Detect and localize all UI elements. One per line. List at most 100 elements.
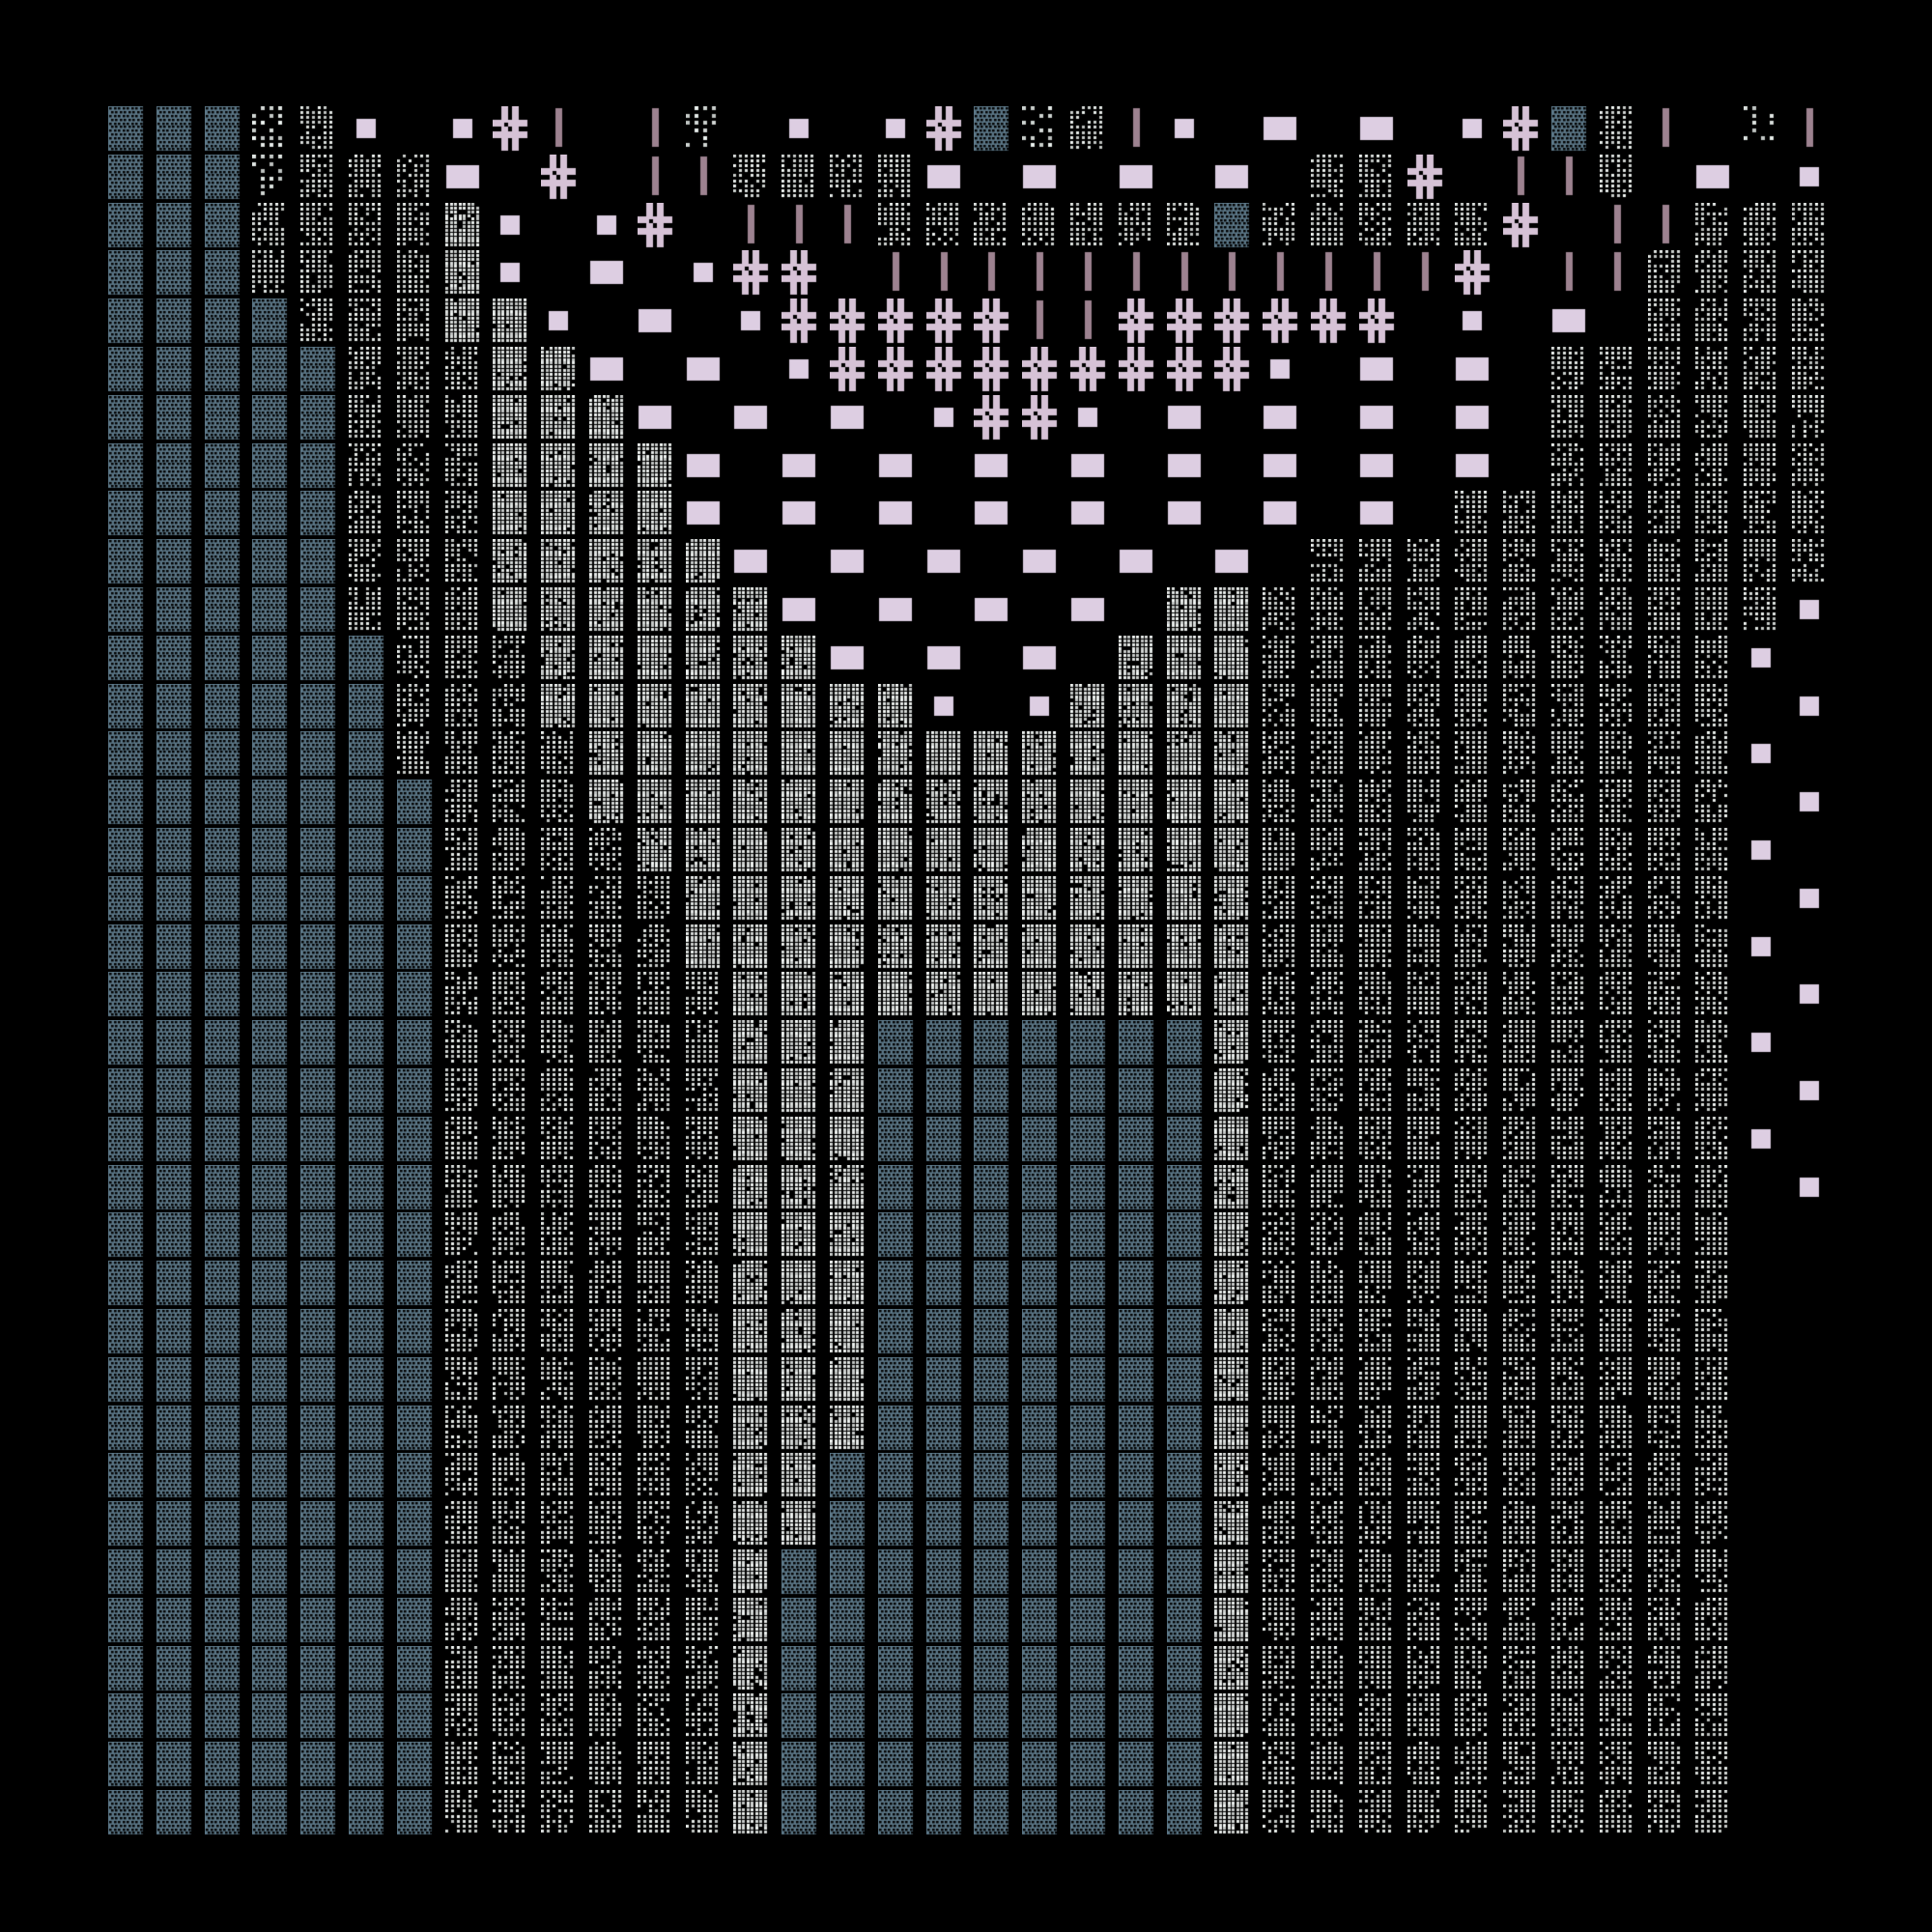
glyph-cell-dense-teal-dot-matrix: [300, 1597, 346, 1652]
glyph-cell-medium-white-dot-matrix: [541, 1742, 586, 1797]
glyph-cell-medium-white-dot-matrix: [637, 1309, 682, 1363]
glyph-cell-medium-white-dot-matrix: [541, 923, 586, 979]
glyph-cell-medium-white-dot-matrix: [685, 1790, 730, 1844]
glyph-cell-medium-white-dot-matrix: [1455, 202, 1500, 257]
glyph-cell-medium-white-dot-matrix: [1263, 1116, 1308, 1171]
glyph-cell-medium-white-dot-matrix: [1503, 1501, 1548, 1556]
glyph-cell-mauve-vertical-line: [637, 154, 682, 209]
glyph-cell-medium-white-dot-matrix: [1551, 1549, 1596, 1604]
glyph-cell-dense-white-dot-matrix: [925, 875, 971, 930]
glyph-cell-medium-white-dot-matrix: [396, 539, 441, 594]
glyph-cell-medium-white-dot-matrix: [1792, 250, 1836, 305]
glyph-cell-medium-white-dot-matrix: [300, 202, 346, 257]
glyph-cell-dense-teal-dot-matrix: [830, 1453, 874, 1508]
glyph-cell-dense-white-dot-matrix: [685, 587, 730, 641]
glyph-cell-medium-white-dot-matrix: [1551, 1261, 1596, 1316]
glyph-cell-medium-white-dot-matrix: [589, 1261, 634, 1316]
glyph-cell-medium-white-dot-matrix: [1503, 587, 1548, 641]
glyph-cell-dense-white-dot-matrix: [733, 1020, 779, 1075]
glyph-cell-dense-white-dot-matrix: [974, 875, 1019, 930]
glyph-cell-pink-cross-mark: [1214, 298, 1260, 354]
glyph-cell-medium-white-dot-matrix: [1551, 1597, 1596, 1652]
glyph-cell-pink-cross-mark: [1311, 298, 1355, 354]
glyph-cell-dense-white-dot-matrix: [733, 923, 779, 979]
glyph-cell-pink-cross-mark: [1455, 250, 1500, 305]
glyph-cell-dense-teal-dot-matrix: [252, 875, 298, 930]
glyph-cell-dense-white-dot-matrix: [1118, 875, 1163, 930]
glyph-cell-medium-white-dot-matrix: [444, 1068, 490, 1122]
glyph-cell-dense-teal-dot-matrix: [925, 1501, 971, 1556]
glyph-cell-large-pink-square: [1455, 394, 1500, 449]
glyph-cell-dense-white-dot-matrix: [589, 491, 634, 546]
glyph-cell-dense-teal-dot-matrix: [1022, 1597, 1067, 1652]
glyph-cell-medium-white-dot-matrix: [444, 780, 490, 835]
glyph-cell-medium-white-dot-matrix: [541, 1790, 586, 1844]
glyph-cell-medium-white-dot-matrix: [1695, 1068, 1741, 1122]
glyph-cell-dense-teal-dot-matrix: [156, 1501, 201, 1556]
glyph-cell-dense-teal-dot-matrix: [877, 1164, 923, 1219]
glyph-cell-medium-white-dot-matrix: [1311, 1212, 1355, 1267]
glyph-cell-medium-white-dot-matrix: [685, 1261, 730, 1316]
glyph-cell-small-pink-square: [1022, 683, 1067, 738]
glyph-cell-dense-teal-dot-matrix: [830, 1693, 874, 1748]
glyph-cell-small-pink-square: [349, 106, 393, 160]
glyph-cell-medium-white-dot-matrix: [1263, 1597, 1308, 1652]
glyph-cell-medium-white-dot-matrix: [1455, 1116, 1500, 1171]
glyph-cell-dense-white-dot-matrix: [1214, 1164, 1260, 1219]
glyph-cell-medium-white-dot-matrix: [444, 972, 490, 1027]
glyph-cell-dense-white-dot-matrix: [830, 1116, 874, 1171]
glyph-cell-dense-white-dot-matrix: [1118, 972, 1163, 1027]
glyph-cell-medium-white-dot-matrix: [1311, 1356, 1355, 1411]
glyph-cell-medium-white-dot-matrix: [1503, 1453, 1548, 1508]
glyph-cell-dense-teal-dot-matrix: [156, 1212, 201, 1267]
glyph-cell-dense-white-dot-matrix: [781, 1020, 827, 1075]
glyph-cell-dense-white-dot-matrix: [733, 1068, 779, 1122]
glyph-cell-dense-teal-dot-matrix: [974, 1597, 1019, 1652]
glyph-cell-medium-white-dot-matrix: [1503, 828, 1548, 882]
glyph-cell-dense-white-dot-matrix: [925, 731, 971, 786]
glyph-cell-mauve-vertical-line: [1792, 106, 1836, 160]
glyph-cell-dense-teal-dot-matrix: [396, 1405, 441, 1460]
glyph-cell-dense-teal-dot-matrix: [1022, 1068, 1067, 1122]
glyph-cell-medium-white-dot-matrix: [1551, 683, 1596, 738]
glyph-cell-dense-white-dot-matrix: [1214, 875, 1260, 930]
glyph-cell-medium-white-dot-matrix: [541, 1693, 586, 1748]
glyph-cell-dense-teal-dot-matrix: [1214, 202, 1260, 257]
glyph-cell-medium-white-dot-matrix: [1695, 1790, 1741, 1844]
glyph-cell-mauve-vertical-line: [1599, 250, 1644, 305]
glyph-cell-small-pink-square: [877, 106, 923, 160]
glyph-cell-dense-teal-dot-matrix: [349, 1261, 393, 1316]
glyph-cell-dense-white-dot-matrix: [830, 972, 874, 1027]
glyph-cell-medium-white-dot-matrix: [444, 1309, 490, 1363]
glyph-cell-medium-white-dot-matrix: [1406, 1790, 1452, 1844]
glyph-cell-medium-white-dot-matrix: [1695, 347, 1741, 401]
glyph-cell-medium-white-dot-matrix: [396, 491, 441, 546]
glyph-cell-dense-white-dot-matrix: [830, 1356, 874, 1411]
glyph-cell-medium-white-dot-matrix: [541, 731, 586, 786]
glyph-cell-medium-white-dot-matrix: [541, 1261, 586, 1316]
glyph-cell-medium-white-dot-matrix: [1263, 1212, 1308, 1267]
glyph-cell-medium-white-dot-matrix: [300, 106, 346, 160]
glyph-cell-medium-white-dot-matrix: [541, 1405, 586, 1460]
glyph-cell-dense-teal-dot-matrix: [349, 923, 393, 979]
glyph-cell-dense-teal-dot-matrix: [1118, 1549, 1163, 1604]
glyph-cell-medium-white-dot-matrix: [1311, 635, 1355, 690]
glyph-cell-medium-white-dot-matrix: [1503, 1549, 1548, 1604]
glyph-cell-pink-cross-mark: [1503, 106, 1548, 160]
glyph-cell-small-pink-square: [1792, 875, 1836, 930]
glyph-cell-medium-white-dot-matrix: [1455, 780, 1500, 835]
glyph-cell-medium-white-dot-matrix: [637, 972, 682, 1027]
glyph-cell-dense-teal-dot-matrix: [1166, 1549, 1211, 1604]
glyph-cell-medium-white-dot-matrix: [1551, 972, 1596, 1027]
glyph-cell-medium-white-dot-matrix: [1695, 1501, 1741, 1556]
glyph-cell-medium-white-dot-matrix: [444, 587, 490, 641]
glyph-cell-medium-white-dot-matrix: [493, 1645, 538, 1700]
glyph-cell-dense-teal-dot-matrix: [252, 539, 298, 594]
glyph-cell-medium-white-dot-matrix: [1551, 347, 1596, 401]
glyph-cell-small-pink-square: [1263, 347, 1308, 401]
glyph-cell-dense-teal-dot-matrix: [396, 1309, 441, 1363]
glyph-cell-dense-white-dot-matrix: [733, 1501, 779, 1556]
glyph-cell-mauve-vertical-line: [1118, 106, 1163, 160]
glyph-cell-medium-white-dot-matrix: [1599, 1693, 1644, 1748]
glyph-cell-small-pink-square: [1744, 923, 1789, 979]
